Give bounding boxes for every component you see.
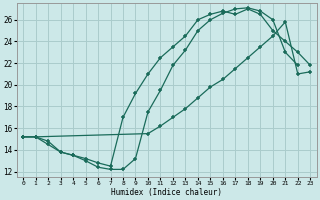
X-axis label: Humidex (Indice chaleur): Humidex (Indice chaleur) [111,188,222,197]
